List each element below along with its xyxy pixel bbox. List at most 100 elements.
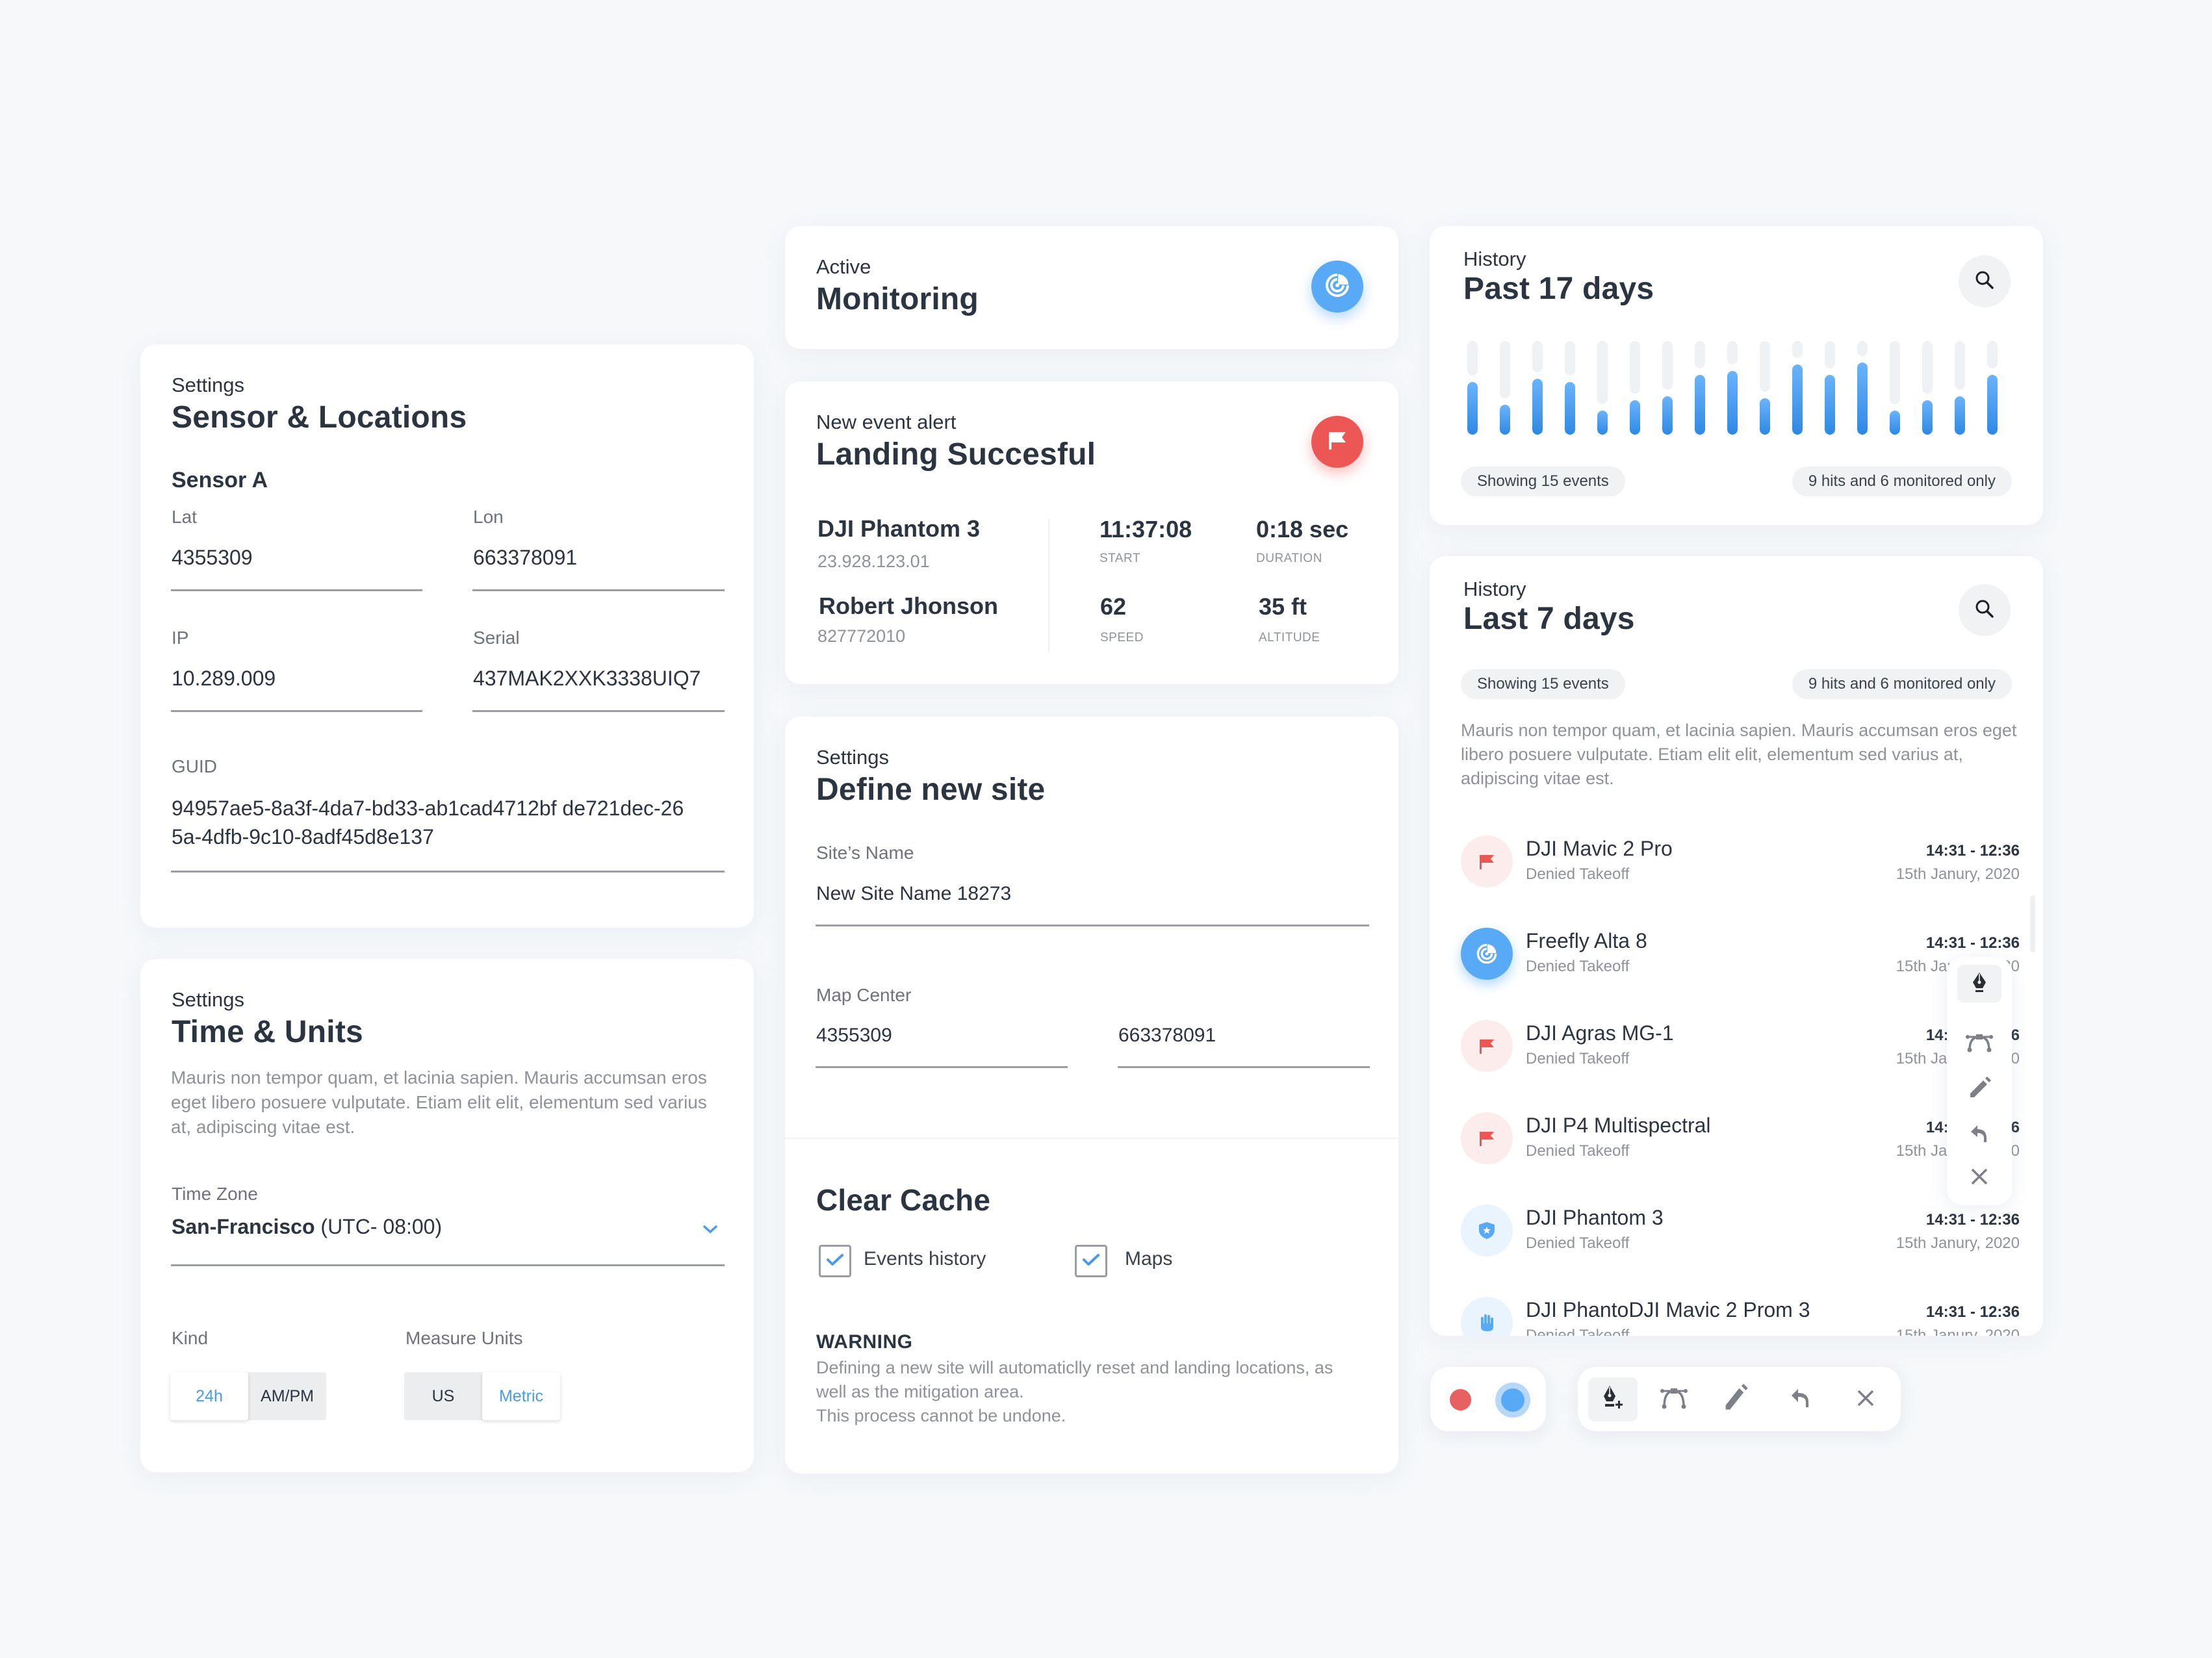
- ip-underline: [171, 710, 422, 712]
- maps-checkbox[interactable]: [1075, 1245, 1107, 1277]
- item-name: DJI Agras MG-1: [1526, 1021, 1674, 1045]
- monitoring-button[interactable]: [1311, 261, 1363, 312]
- card-eyebrow: Settings: [172, 374, 245, 396]
- pen-tool-button[interactable]: [1957, 965, 2001, 1002]
- card-eyebrow: Settings: [816, 746, 890, 769]
- site-name-field[interactable]: New Site Name 18273: [816, 883, 1012, 904]
- search-button[interactable]: [1959, 255, 2011, 307]
- bar-track: [1792, 341, 1803, 358]
- bar-fill[interactable]: [1662, 396, 1673, 435]
- history-list-item[interactable]: Freefly Alta 8 Denied Takeoff 14:31 - 12:3…: [1461, 928, 2020, 986]
- history-list-item[interactable]: DJI Mavic 2 Pro Denied Takeoff 14:31 - 12:…: [1461, 835, 2020, 894]
- time-zone-select[interactable]: San-Francisco (UTC- 08:00): [172, 1215, 725, 1254]
- units-option-metric[interactable]: Metric: [482, 1372, 560, 1420]
- bezier-curve-button[interactable]: [1955, 1019, 2004, 1069]
- bar-fill[interactable]: [1727, 371, 1738, 435]
- scrollbar[interactable]: [2030, 895, 2035, 952]
- warning-line-1: Defining a new site will automaticlly re…: [816, 1358, 1333, 1377]
- map-center-label: Map Center: [816, 985, 912, 1005]
- shield-icon: [1461, 1205, 1513, 1256]
- guid-field[interactable]: 94957ae5-8a3f-4da7-bd33-ab1cad4712bf de7…: [172, 794, 684, 851]
- item-status: Denied Takeoff: [1526, 865, 1630, 883]
- bar-fill[interactable]: [1500, 405, 1510, 435]
- card-title: Time & Units: [172, 1015, 363, 1049]
- bar-track: [1662, 341, 1673, 390]
- close-button[interactable]: [1955, 1153, 2004, 1203]
- color-swatch-red[interactable]: [1450, 1389, 1471, 1410]
- item-date: 15th Janury, 2020: [1896, 865, 2020, 883]
- bar-fill[interactable]: [1597, 411, 1608, 435]
- card-eyebrow: New event alert: [816, 411, 957, 433]
- serial-field[interactable]: 437MAK2XXK3338UIQ7: [473, 667, 701, 690]
- units-option-us[interactable]: US: [431, 1386, 455, 1405]
- duration-label: DURATION: [1256, 552, 1322, 565]
- bar-track: [1500, 341, 1510, 398]
- bar-fill[interactable]: [1825, 375, 1835, 435]
- card-description: Mauris non tempor quam, et lacinia sapie…: [171, 1067, 707, 1137]
- lat-field[interactable]: 4355309: [172, 546, 253, 569]
- event-flag-button[interactable]: [1311, 416, 1363, 468]
- history-list-item[interactable]: DJI Phantom 3 Denied Takeoff 14:31 - 12:36…: [1461, 1205, 2020, 1263]
- item-status: Denied Takeoff: [1526, 1050, 1630, 1067]
- bar-fill[interactable]: [1760, 398, 1770, 435]
- kind-option-24h[interactable]: 24h: [170, 1372, 248, 1420]
- bar-track: [1825, 341, 1835, 368]
- search-button[interactable]: [1959, 584, 2011, 636]
- item-status: Denied Takeoff: [1526, 1234, 1630, 1252]
- bar-fill[interactable]: [1532, 379, 1543, 435]
- events-history-label[interactable]: Events history: [864, 1248, 986, 1269]
- events-history-checkbox[interactable]: [819, 1245, 851, 1277]
- sensor-locations-card: Settings Sensor & Locations Sensor A Lat…: [140, 344, 754, 928]
- item-status: Denied Takeoff: [1526, 1327, 1630, 1336]
- bar-fill[interactable]: [1565, 382, 1575, 435]
- undo-icon: [1790, 1388, 1812, 1412]
- card-title: Past 17 days: [1463, 272, 1654, 306]
- pen-tool-add-button[interactable]: [1588, 1377, 1638, 1422]
- warning-title: WARNING: [816, 1331, 913, 1353]
- map-center-lon-field[interactable]: 663378091: [1118, 1025, 1216, 1046]
- search-icon: [1974, 598, 1995, 622]
- bezier-curve-button[interactable]: [1649, 1375, 1699, 1424]
- time-zone-city: San-Francisco: [172, 1215, 315, 1238]
- close-button[interactable]: [1841, 1375, 1890, 1424]
- close-icon: [1970, 1167, 1988, 1189]
- site-name-label: Site’s Name: [816, 843, 914, 863]
- map-center-lat-field[interactable]: 4355309: [816, 1025, 892, 1046]
- bar-fill[interactable]: [1857, 363, 1868, 435]
- color-swatch-blue-selected[interactable]: [1495, 1383, 1530, 1418]
- undo-button[interactable]: [1777, 1375, 1826, 1424]
- time-zone-underline: [171, 1264, 725, 1266]
- bar-fill[interactable]: [1695, 375, 1705, 435]
- pilot-id: 827772010: [817, 626, 906, 646]
- kind-option-ampm[interactable]: AM/PM: [261, 1386, 314, 1405]
- serial-underline: [472, 710, 725, 712]
- history-list-item[interactable]: DJI PhantoDJI Mavic 2 Prom 3 Denied Takeo…: [1461, 1297, 2020, 1336]
- history-list-item[interactable]: DJI P4 Multispectral Denied Takeoff 14:31 …: [1461, 1112, 2020, 1171]
- warning-text: Defining a new site will automaticlly re…: [816, 1356, 1382, 1428]
- duration-value: 0:18 sec: [1256, 516, 1349, 542]
- undo-button[interactable]: [1955, 1110, 2004, 1160]
- bar-fill[interactable]: [1890, 411, 1900, 435]
- ip-field[interactable]: 10.289.009: [172, 667, 276, 690]
- pencil-button[interactable]: [1711, 1375, 1760, 1424]
- bar-fill[interactable]: [1792, 364, 1803, 435]
- bar-track: [1760, 341, 1770, 392]
- bar-fill[interactable]: [1467, 382, 1478, 435]
- bar-fill[interactable]: [1955, 396, 1965, 435]
- maps-label[interactable]: Maps: [1125, 1248, 1173, 1269]
- item-status: Denied Takeoff: [1526, 1142, 1630, 1160]
- bar-fill[interactable]: [1922, 400, 1933, 435]
- speed-label: SPEED: [1100, 631, 1144, 644]
- bar-track: [1955, 341, 1965, 390]
- color-swatch-blue-inner: [1501, 1388, 1524, 1412]
- hand-icon: [1461, 1297, 1513, 1336]
- lon-field[interactable]: 663378091: [473, 546, 578, 569]
- pencil-button[interactable]: [1955, 1065, 2004, 1114]
- bar-fill[interactable]: [1987, 375, 1998, 435]
- drone-id: 23.928.123.01: [817, 552, 930, 571]
- bar-track: [1987, 341, 1998, 368]
- card-eyebrow: History: [1463, 578, 1526, 600]
- monitoring-card: Active Monitoring: [785, 226, 1398, 349]
- bar-fill[interactable]: [1630, 400, 1640, 435]
